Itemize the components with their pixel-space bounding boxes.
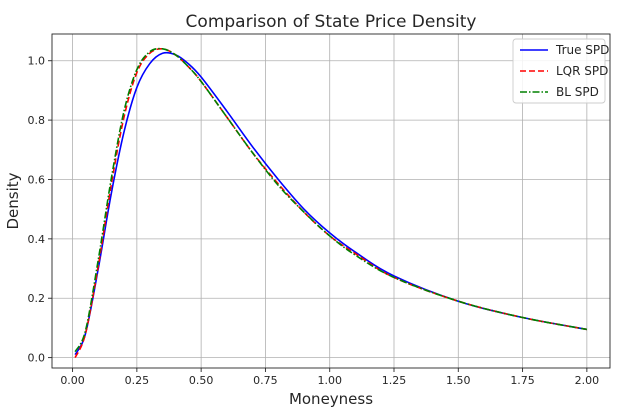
- series-line-true-spd: [74, 51, 588, 356]
- chart-title: Comparison of State Price Density: [186, 12, 477, 32]
- legend-label-lqr-spd: LQR SPD: [556, 64, 608, 78]
- legend-label-bl-spd: BL SPD: [556, 85, 599, 99]
- series-lines: [74, 47, 588, 358]
- y-tick-label: 0.8: [28, 114, 46, 127]
- x-tick-label: 1.75: [510, 374, 535, 387]
- x-tick-label: 1.00: [317, 374, 342, 387]
- x-tick-label: 2.00: [575, 374, 600, 387]
- series-line-bl-spd: [74, 47, 588, 353]
- y-tick-label: 0.0: [28, 352, 46, 365]
- x-axis-ticks: 0.00 0.25 0.50 0.75 1.00 1.25 1.50 1.75 2.00: [60, 368, 599, 387]
- y-tick-label: 0.6: [28, 173, 46, 186]
- legend: True SPD LQR SPD BL SPD: [512, 38, 609, 104]
- x-tick-label: 0.25: [125, 374, 150, 387]
- y-tick-label: 0.2: [28, 292, 46, 305]
- x-tick-label: 1.25: [382, 374, 407, 387]
- x-tick-label: 0.50: [189, 374, 214, 387]
- y-axis-ticks: 0.0 0.2 0.4 0.6 0.8 1.0: [28, 55, 52, 365]
- plot-frame: [51, 33, 611, 369]
- x-tick-label: 1.50: [446, 374, 471, 387]
- y-tick-label: 0.4: [28, 233, 46, 246]
- x-tick-label: 0.75: [253, 374, 278, 387]
- y-tick-label: 1.0: [28, 55, 46, 68]
- x-axis-label: Moneyness: [289, 390, 373, 408]
- legend-label-true-spd: True SPD: [555, 43, 609, 57]
- y-axis-label: Density: [4, 172, 22, 229]
- legend-box: [512, 38, 606, 104]
- x-tick-label: 0.00: [60, 374, 85, 387]
